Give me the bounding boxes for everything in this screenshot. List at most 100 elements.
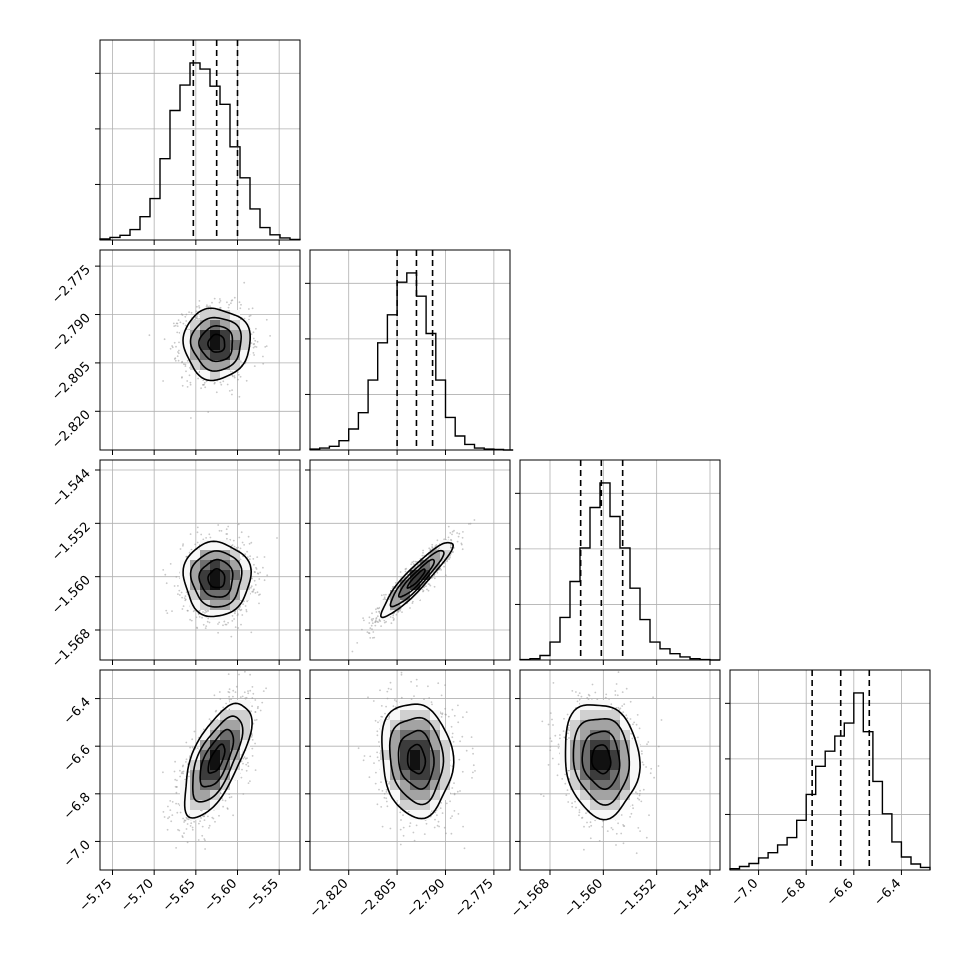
scatter-point <box>456 540 459 543</box>
density-cell <box>210 600 220 610</box>
scatter-point <box>228 688 231 690</box>
scatter-point <box>383 619 386 622</box>
contour-line <box>182 540 253 618</box>
density-cell <box>240 330 250 340</box>
scatter-point <box>196 317 199 320</box>
scatter-point <box>450 546 452 549</box>
scatter-point <box>208 533 211 536</box>
scatter-point <box>238 673 240 676</box>
scatter-point <box>200 387 203 390</box>
scatter-point <box>252 352 255 354</box>
scatter-point <box>182 544 184 547</box>
scatter-point <box>171 801 174 803</box>
scatter-point <box>239 307 242 310</box>
scatter-point <box>246 600 249 603</box>
density-cell <box>220 360 230 370</box>
density-cell <box>180 350 190 360</box>
scatter-point <box>412 600 414 603</box>
scatter-point <box>393 618 395 620</box>
scatter-point <box>185 591 188 594</box>
scatter-point <box>204 627 207 629</box>
scatter-point <box>429 584 432 587</box>
scatter-point <box>199 820 202 822</box>
scatter-point <box>253 588 255 591</box>
density-cell <box>210 610 220 620</box>
scatter-point <box>256 572 259 575</box>
panel-2d-3-0 <box>99 669 301 871</box>
scatter-point <box>187 609 189 612</box>
scatter-point <box>175 847 178 849</box>
scatter-point <box>238 395 241 398</box>
scatter-point <box>255 327 257 330</box>
scatter-point <box>193 820 196 823</box>
scatter-point <box>233 618 236 620</box>
scatter-point <box>461 548 464 551</box>
scatter-point <box>258 602 260 605</box>
density-cell <box>230 360 240 370</box>
scatter-point <box>180 591 183 594</box>
density-cell <box>200 560 210 570</box>
scatter-point <box>377 621 380 623</box>
scatter-point <box>243 756 246 759</box>
scatter-point <box>231 393 233 396</box>
scatter-point <box>189 533 192 535</box>
scatter-point <box>244 553 247 555</box>
scatter-point <box>249 689 252 692</box>
scatter-point <box>450 538 452 541</box>
scatter-point <box>233 296 236 299</box>
scatter-point <box>173 770 176 773</box>
scatter-point <box>259 593 261 596</box>
scatter-point <box>372 631 375 633</box>
scatter-point <box>263 556 266 558</box>
scatter-point <box>177 593 179 595</box>
density-cell <box>210 570 220 580</box>
scatter-point <box>392 614 395 617</box>
scatter-point <box>356 642 359 644</box>
scatter-point <box>389 616 392 618</box>
scatter-point <box>219 300 222 302</box>
scatter-point <box>195 310 198 313</box>
scatter-point <box>175 345 177 348</box>
scatter-point <box>447 536 450 539</box>
scatter-point <box>444 574 447 577</box>
scatter-point <box>380 594 383 597</box>
scatter-point <box>433 585 436 588</box>
scatter-point <box>177 352 180 355</box>
density-cell <box>190 340 200 350</box>
scatter-point <box>207 610 210 612</box>
scatter-point <box>198 616 201 618</box>
scatter-point <box>219 698 222 700</box>
scatter-point <box>176 322 179 325</box>
scatter-point <box>184 365 187 367</box>
scatter-point <box>370 624 373 627</box>
scatter-point <box>369 637 372 639</box>
scatter-point <box>190 822 193 825</box>
scatter-point <box>196 531 199 534</box>
scatter-point <box>473 519 476 521</box>
scatter-point <box>458 532 461 535</box>
scatter-point <box>256 591 259 594</box>
scatter-point <box>460 543 463 546</box>
scatter-point <box>245 610 248 613</box>
scatter-point <box>205 625 208 627</box>
scatter-point <box>253 571 256 573</box>
scatter-point <box>189 825 192 827</box>
scatter-point <box>195 616 198 619</box>
scatter-point <box>366 631 369 633</box>
scatter-point <box>181 384 184 387</box>
scatter-point <box>186 841 189 844</box>
scatter-point <box>245 379 248 382</box>
scatter-point <box>173 358 176 360</box>
scatter-point <box>247 761 249 764</box>
scatter-point <box>385 620 387 623</box>
scatter-point <box>179 548 182 550</box>
scatter-point <box>247 765 250 768</box>
scatter-point <box>181 835 184 837</box>
scatter-point <box>461 536 464 539</box>
scatter-point <box>196 626 198 629</box>
scatter-point <box>252 558 255 560</box>
scatter-point <box>242 757 245 760</box>
scatter-point <box>219 307 221 309</box>
scatter-point <box>186 386 189 388</box>
